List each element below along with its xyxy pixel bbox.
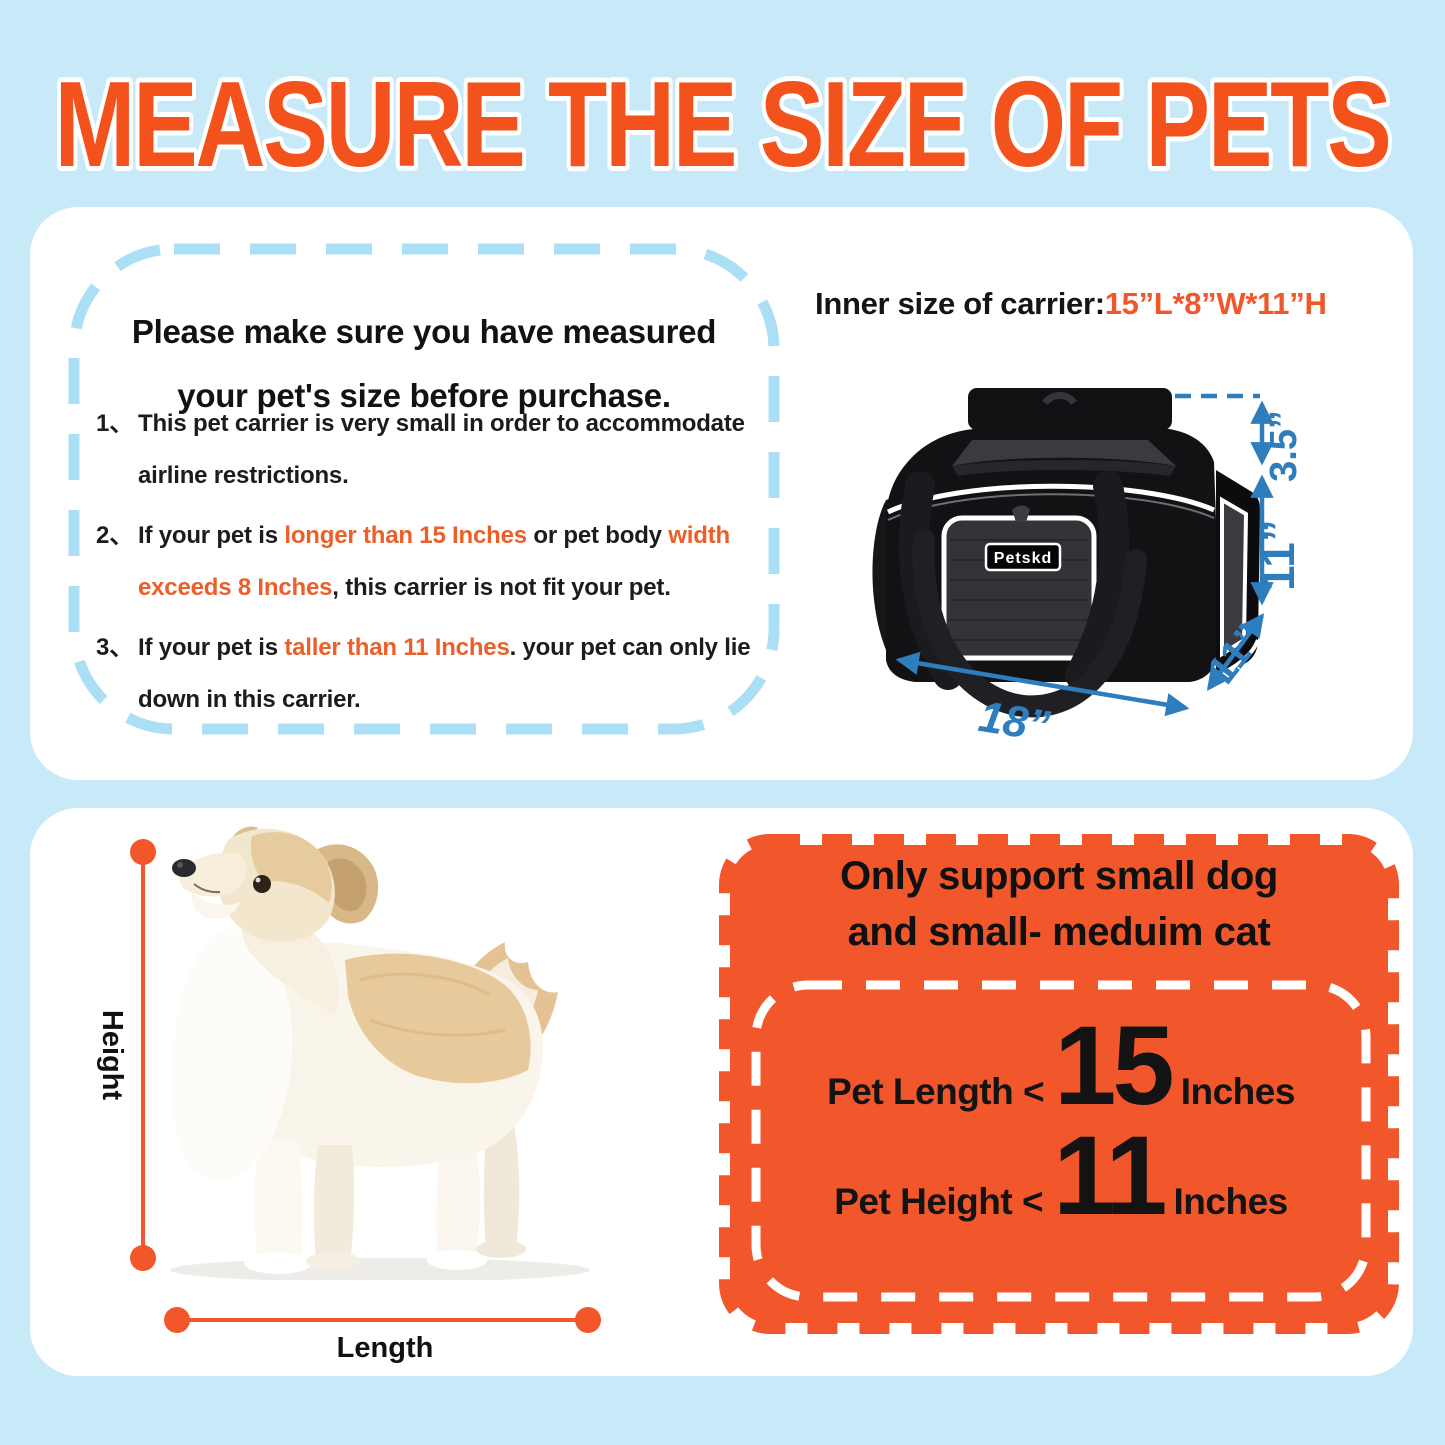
highlight-text: width exceeds 8 Inches — [138, 522, 730, 601]
limit-value: 15 — [1054, 1003, 1175, 1128]
puppy-photo-illustration — [170, 826, 590, 1280]
list-item-number: 1、 — [96, 410, 134, 437]
dimension-label-3-5: 3.5” — [1263, 410, 1305, 482]
height-line-bottom-dot — [130, 1245, 156, 1271]
limit-unit: Inches — [1173, 1181, 1289, 1222]
support-box-art — [719, 834, 1399, 1334]
notice-dashed-border — [68, 243, 780, 735]
carrier-handle-strap — [1065, 471, 1130, 690]
limit-box-dashed-border — [751, 980, 1371, 1302]
limit-label: Pet Length < — [827, 1071, 1045, 1112]
length-label: Length — [336, 1332, 434, 1364]
list-item-text: If your pet is taller than 11 Inches. yo… — [138, 634, 751, 713]
support-heading-line2: and small- meduim cat — [847, 910, 1271, 954]
list-item-text: If your pet is longer than 15 Inches or … — [138, 522, 730, 601]
dimension-arrows — [895, 393, 1274, 717]
page-title: MEASURE THE SIZE OF PETS — [55, 56, 1390, 192]
length-line-left-dot — [164, 1307, 190, 1333]
list-item: 2、 If your pet is longer than 15 Inches … — [96, 510, 768, 614]
notice-heading-line1: Please make sure you have measured — [131, 313, 717, 350]
limit-value: 11 — [1053, 1113, 1167, 1238]
height-line-top-dot — [130, 839, 156, 865]
list-item: 1、 This pet carrier is very small in ord… — [96, 398, 768, 502]
limit-unit: Inches — [1180, 1071, 1296, 1112]
limit-label: Pet Height < — [834, 1181, 1044, 1222]
pet-height-limit-row: Pet Height < 11 Inches — [756, 1112, 1366, 1241]
list-item-number: 2、 — [96, 522, 134, 549]
inner-size-label: Inner size of carrier: — [815, 286, 1105, 321]
list-item: 3、 If your pet is taller than 11 Inches.… — [96, 622, 768, 726]
inner-size-line: Inner size of carrier:15”L*8”W*11”H — [815, 286, 1415, 322]
support-box — [719, 834, 1399, 1334]
height-label: Height — [96, 1009, 128, 1101]
dog-chest-ruff — [171, 928, 293, 1180]
height-measure-line — [141, 856, 145, 1258]
length-line-right-dot — [575, 1307, 601, 1333]
dog-eye — [253, 875, 271, 893]
dimension-label-18: 18” — [975, 692, 1053, 751]
highlight-text: longer than 15 Inches — [284, 522, 527, 549]
brand-label-text: Petskd — [994, 550, 1052, 567]
dog-nose — [172, 859, 196, 877]
list-item-text: This pet carrier is very small in order … — [138, 410, 745, 489]
notice-heading: Please make sure you have measured your … — [74, 300, 774, 428]
support-heading-line1: Only support small dog — [840, 854, 1278, 898]
carrier-top-mesh — [952, 440, 1176, 466]
list-item-number: 3、 — [96, 634, 134, 661]
dog-head — [172, 826, 379, 942]
dimension-arrow-length — [895, 651, 1190, 717]
notice-list: 1、 This pet carrier is very small in ord… — [96, 398, 768, 734]
pet-length-limit-row: Pet Length < 15 Inches — [756, 1002, 1366, 1131]
length-measure-line — [177, 1318, 588, 1322]
inner-size-value: 15”L*8”W*11”H — [1104, 286, 1327, 321]
carrier-lid-handle — [1042, 392, 1077, 406]
pet-carrier-illustration: Petskd 3.5” 11” 11” 18” — [872, 388, 1305, 751]
brand-label — [984, 542, 1062, 572]
notice-heading-line2: your pet's size before purchase. — [177, 377, 671, 414]
highlight-text: taller than 11 Inches — [284, 634, 510, 661]
page-title-art: MEASURE THE SIZE OF PETS — [50, 51, 1398, 197]
carrier-bag: Petskd — [872, 388, 1260, 718]
carrier-top-lid — [968, 388, 1172, 430]
dimension-arrow-depth — [1206, 613, 1265, 691]
dimension-label-11-side: 11” — [1252, 519, 1304, 591]
